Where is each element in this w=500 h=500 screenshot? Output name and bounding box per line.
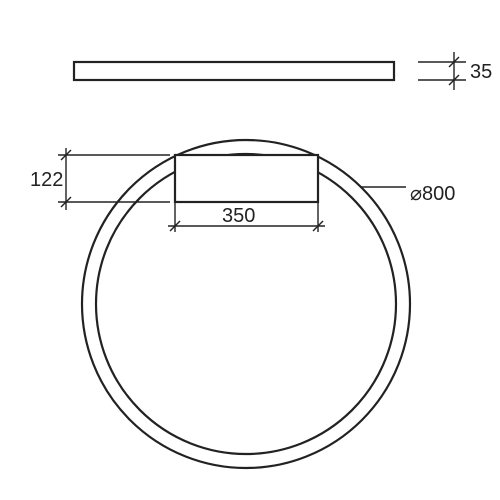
dimension-drawing: 35 ⌀800 350 122 <box>0 0 500 500</box>
top-profile-rect <box>74 62 394 80</box>
dim-label-35: 35 <box>470 61 492 83</box>
dim-height-122 <box>58 148 170 210</box>
dim-label-122: 122 <box>30 169 63 191</box>
dim-label-diameter: ⌀800 <box>410 183 455 205</box>
dim-label-350: 350 <box>222 205 255 227</box>
inner-mount-rect <box>175 155 318 202</box>
dim-height-35 <box>418 52 466 90</box>
